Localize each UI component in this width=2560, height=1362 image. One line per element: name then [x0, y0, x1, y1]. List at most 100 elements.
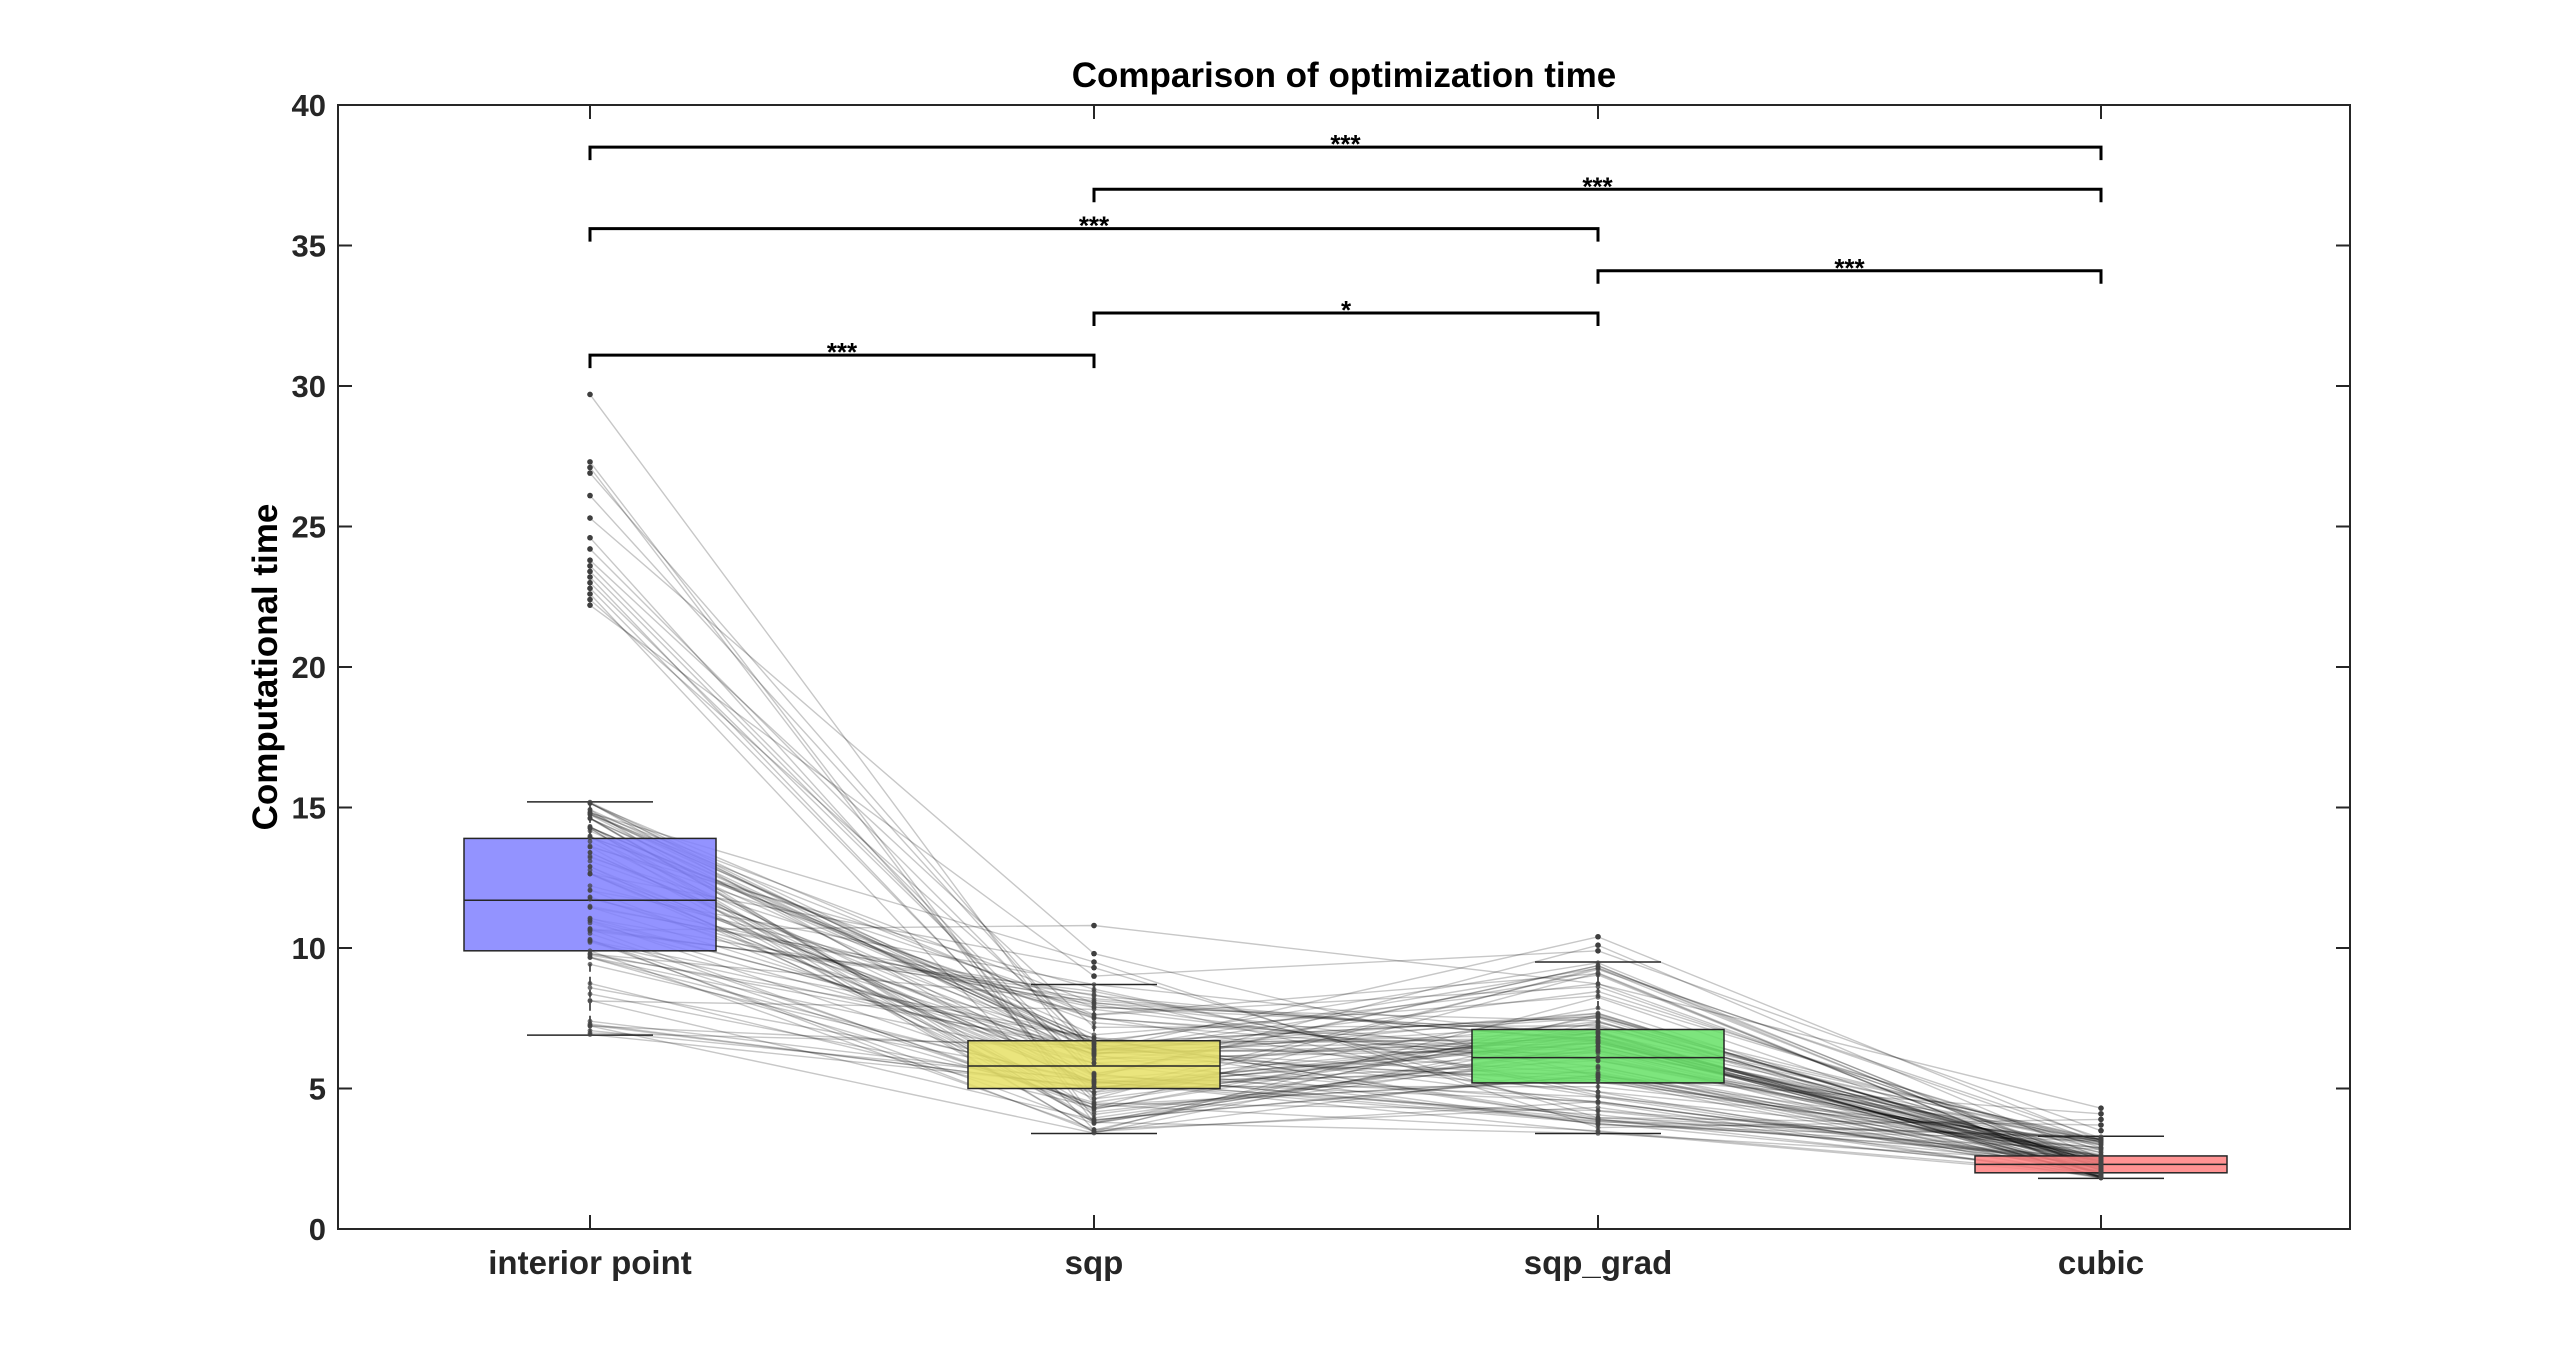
paired-line: [589, 869, 2102, 1166]
data-point: [1595, 1108, 1601, 1114]
paired-line: [589, 963, 2102, 1172]
x-axis: interior point sqp sqp_grad cubic: [488, 105, 2144, 1281]
significance-bracket: *: [1092, 295, 1600, 326]
data-point: [587, 833, 593, 839]
data-point: [1595, 989, 1601, 994]
data-point: [587, 574, 593, 580]
data-point: [587, 535, 593, 541]
paired-line: [589, 993, 2102, 1175]
x-tick-label: sqp_grad: [1524, 1244, 1673, 1281]
y-tick-label: 40: [292, 88, 326, 123]
data-point: [587, 867, 593, 873]
paired-line: [589, 836, 2102, 1172]
data-point: [1091, 1096, 1097, 1102]
data-point: [1595, 948, 1601, 954]
paired-line: [589, 817, 2102, 1168]
paired-line: [589, 929, 2102, 1160]
data-point: [1091, 996, 1097, 1002]
data-point: [587, 459, 593, 465]
paired-line: [589, 1032, 2102, 1141]
paired-line: [589, 840, 2102, 1160]
paired-line: [589, 956, 2102, 1179]
data-point: [587, 938, 593, 944]
significance-label: *: [1341, 295, 1352, 325]
data-point: [1091, 1117, 1097, 1123]
paired-line: [589, 548, 2102, 1157]
data-point: [1091, 1102, 1097, 1108]
paired-line: [589, 987, 2102, 1162]
data-point: [587, 904, 593, 910]
data-point: [2098, 1128, 2104, 1134]
paired-line: [589, 905, 2102, 1141]
y-tick-label: 20: [292, 650, 326, 685]
paired-line: [589, 467, 2102, 1173]
data-point: [1091, 1127, 1097, 1132]
paired-line: [589, 889, 2102, 1175]
paired-line: [589, 928, 2102, 1178]
data-point: [1091, 923, 1097, 928]
data-point: [1091, 1071, 1097, 1077]
paired-line: [589, 604, 2102, 1132]
paired-line: [589, 802, 2102, 1175]
paired-line: [589, 860, 2102, 1170]
data-point: [2098, 1105, 2104, 1111]
significance-label: ***: [1834, 253, 1865, 283]
bracket-line: [1596, 269, 2103, 284]
paired-line: [589, 814, 2102, 1175]
significance-label: ***: [827, 337, 858, 367]
paired-line: [589, 846, 2102, 1162]
data-point: [587, 839, 593, 844]
significance-bracket: ***: [588, 337, 1096, 369]
data-point: [1595, 1112, 1601, 1118]
data-point: [1091, 951, 1097, 956]
data-point: [587, 809, 593, 815]
data-point: [1595, 994, 1601, 1000]
data-point: [587, 844, 593, 850]
x-tick-label: interior point: [488, 1244, 691, 1281]
data-point: [587, 850, 593, 855]
paired-line: [589, 836, 2102, 1179]
data-point: [1091, 1052, 1097, 1058]
data-point: [1091, 992, 1097, 997]
data-point: [1091, 986, 1097, 992]
paired-line: [589, 939, 2102, 1157]
data-point: [587, 888, 593, 893]
data-point: [587, 871, 593, 877]
paired-line: [589, 924, 2102, 1109]
data-point: [1595, 1072, 1601, 1078]
paired-line: [589, 817, 2102, 1159]
paired-line: [589, 826, 2102, 1178]
chart-title: Comparison of optimization time: [1072, 56, 1616, 95]
paired-line: [589, 827, 2102, 1164]
paired-line: [589, 982, 2102, 1160]
paired-line: [589, 812, 2102, 1129]
data-point: [587, 991, 593, 997]
y-axis: 0 5 10 15 20 25 30 35 40: [292, 88, 2350, 1247]
paired-line: [589, 565, 2102, 1166]
data-point: [1595, 942, 1601, 948]
data-point: [1595, 1063, 1601, 1069]
paired-line: [589, 865, 2102, 1144]
paired-line: [589, 809, 2102, 1141]
x-tick-label: sqp: [1065, 1244, 1124, 1281]
data-point: [2098, 1156, 2104, 1162]
paired-line: [589, 927, 2102, 1178]
data-point: [1595, 1005, 1601, 1011]
paired-line: [589, 495, 2102, 1142]
paired-line: [589, 885, 2102, 1161]
paired-line: [589, 1000, 2102, 1163]
data-point: [1595, 1077, 1601, 1082]
paired-line: [589, 872, 2102, 1179]
paired-line: [589, 941, 2102, 1150]
paired-line: [589, 827, 2102, 1139]
data-point: [587, 1023, 593, 1029]
data-point: [587, 597, 593, 602]
data-point: [587, 815, 593, 821]
data-point: [1595, 1084, 1601, 1090]
data-point: [1091, 1061, 1097, 1066]
data-point: [587, 1028, 593, 1033]
paired-line: [589, 812, 2102, 1171]
data-point: [2098, 1173, 2104, 1178]
